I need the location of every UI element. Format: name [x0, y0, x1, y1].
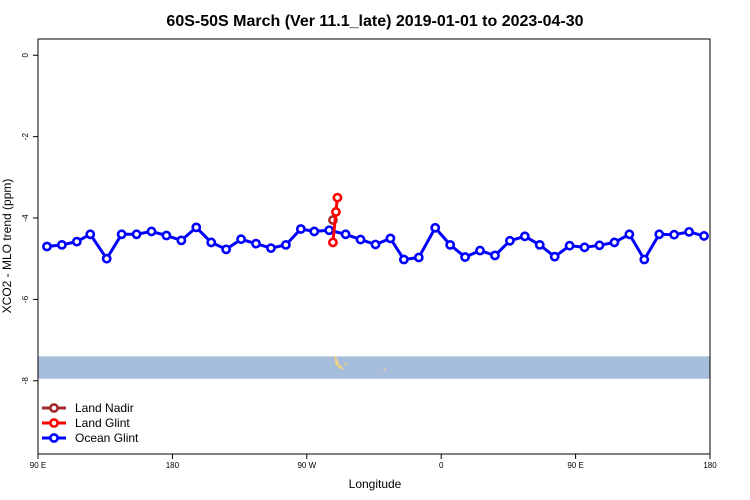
data-point — [430, 222, 441, 233]
data-point — [413, 252, 424, 263]
data-point — [460, 252, 470, 262]
y-tick-label: -8 — [21, 377, 30, 385]
data-point — [490, 250, 500, 261]
series-ocean-glint — [42, 222, 709, 265]
x-tick-label: 180 — [703, 461, 717, 470]
chart-title: 60S-50S March (Ver 11.1_late) 2019-01-01… — [166, 13, 583, 30]
legend-marker — [49, 403, 59, 413]
map-land-patch — [333, 356, 344, 370]
legend-item-land-glint: Land Glint — [42, 416, 130, 430]
map-band — [38, 356, 710, 379]
x-tick-label: 90 E — [567, 461, 583, 470]
data-point — [385, 233, 396, 244]
data-point — [56, 239, 67, 250]
data-point — [609, 237, 620, 248]
legend-label: Ocean Glint — [75, 431, 139, 445]
data-point — [295, 224, 306, 234]
data-point — [85, 229, 96, 240]
data-point — [564, 240, 575, 251]
series-land-glint — [328, 192, 343, 248]
map-land-patch — [344, 363, 347, 366]
data-point — [101, 253, 112, 264]
data-point — [331, 207, 341, 217]
legend-label: Land Glint — [75, 416, 130, 430]
data-point — [332, 192, 343, 203]
data-point — [221, 244, 232, 255]
data-point — [71, 236, 82, 247]
x-axis: 90 E 180 90 W 0 90 E 180 — [30, 454, 717, 470]
x-tick-label: 90 E — [30, 461, 46, 470]
data-point — [340, 229, 351, 240]
series-layer — [42, 192, 709, 265]
data-point — [191, 222, 202, 233]
legend-item-land-nadir: Land Nadir — [42, 401, 134, 415]
y-tick-label: 0 — [21, 53, 30, 58]
y-axis: 0 -2 -4 -6 -8 — [21, 53, 38, 385]
data-point — [251, 238, 261, 249]
legend-item-ocean-glint: Ocean Glint — [42, 431, 139, 445]
data-point — [594, 240, 605, 251]
x-tick-label: 180 — [166, 461, 180, 470]
data-point — [42, 241, 52, 252]
y-tick-label: -2 — [21, 133, 30, 141]
data-point — [519, 231, 530, 242]
data-point — [669, 229, 680, 240]
legend-label: Land Nadir — [75, 401, 134, 415]
data-point — [654, 229, 665, 240]
data-point — [266, 243, 276, 254]
y-tick-label: -4 — [21, 214, 30, 222]
data-point — [146, 226, 157, 237]
x-tick-label: 0 — [439, 461, 444, 470]
data-point — [324, 225, 335, 236]
data-point — [309, 226, 320, 237]
data-point — [534, 239, 545, 250]
data-point — [280, 239, 291, 250]
data-point — [579, 242, 590, 253]
data-point — [624, 229, 635, 240]
data-point — [116, 229, 127, 240]
map-land-patch — [383, 368, 386, 371]
plot-frame — [37, 38, 711, 455]
legend-marker — [49, 418, 59, 428]
data-point — [475, 245, 485, 256]
data-point — [328, 237, 338, 248]
x-axis-label: Longitude — [349, 477, 402, 491]
data-point — [504, 235, 515, 246]
data-point — [236, 234, 246, 245]
map-ocean-band — [38, 356, 710, 379]
data-point — [445, 239, 456, 250]
y-tick-label: -6 — [21, 295, 30, 303]
data-point — [398, 254, 409, 265]
y-axis-label: XCO2 - MLO trend (ppm) — [0, 179, 14, 314]
legend-marker — [49, 433, 59, 443]
data-point — [370, 239, 381, 250]
data-point — [355, 234, 366, 245]
data-point — [684, 226, 694, 237]
data-point — [206, 237, 217, 248]
x-tick-label: 90 W — [297, 461, 316, 470]
data-point — [639, 254, 650, 265]
data-point — [161, 230, 172, 241]
data-point — [699, 231, 709, 241]
data-point — [131, 229, 142, 240]
data-point — [549, 251, 560, 262]
data-point — [176, 235, 187, 246]
